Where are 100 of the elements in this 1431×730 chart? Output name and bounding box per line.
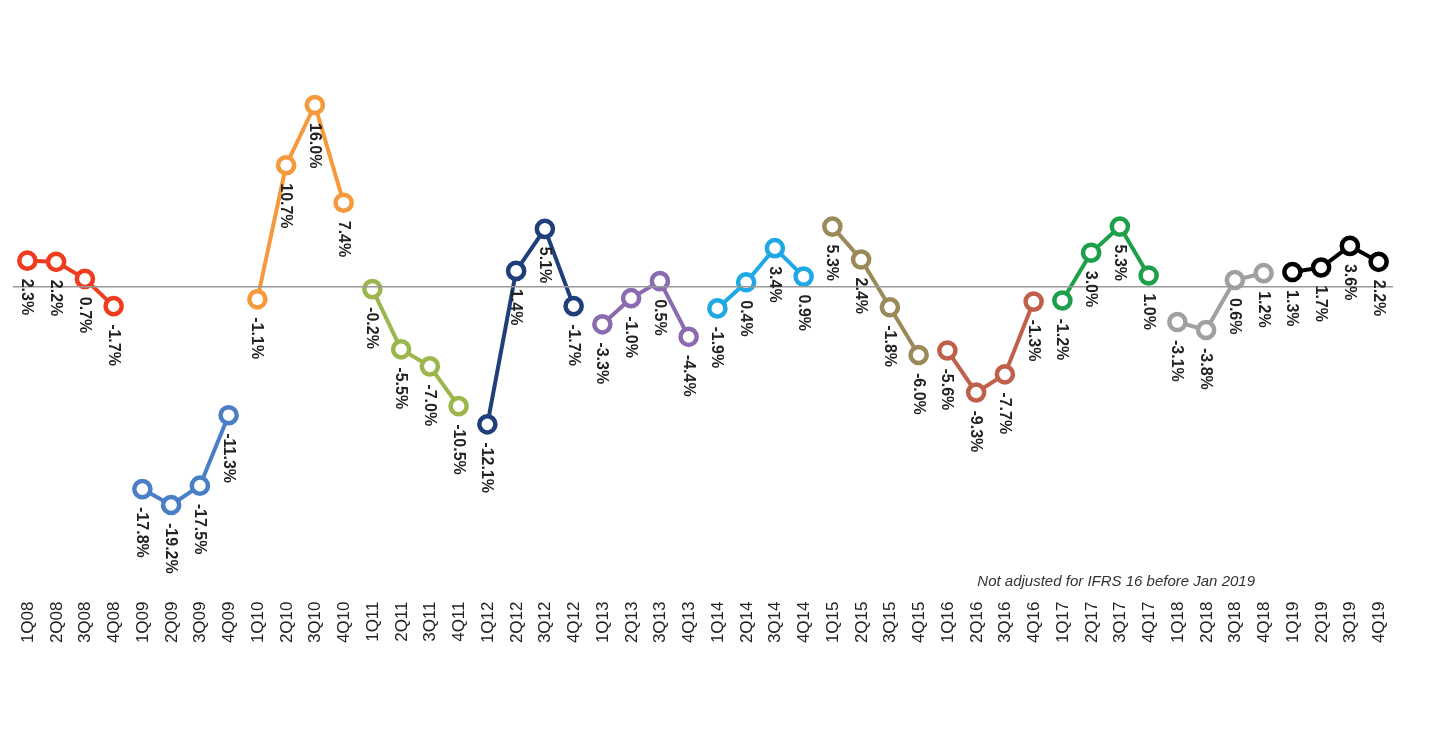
data-label: -17.5% bbox=[191, 503, 209, 555]
x-tick-label: 2Q18 bbox=[1196, 601, 1216, 644]
x-tick-label: 2Q12 bbox=[506, 601, 526, 644]
x-tick-label: 4Q12 bbox=[564, 601, 584, 644]
point bbox=[678, 326, 699, 348]
data-label: -5.6% bbox=[939, 368, 957, 411]
data-label: 2.2% bbox=[1370, 279, 1388, 317]
point bbox=[448, 395, 469, 417]
point bbox=[1282, 261, 1303, 283]
x-tick-label: 4Q18 bbox=[1254, 601, 1274, 644]
point bbox=[333, 192, 354, 214]
x-tick-label: 4Q11 bbox=[449, 601, 469, 642]
data-label: -7.7% bbox=[996, 392, 1014, 435]
point bbox=[822, 216, 843, 237]
point bbox=[1339, 235, 1361, 257]
point bbox=[160, 494, 182, 516]
data-label: -1.2% bbox=[1054, 318, 1072, 361]
x-tick-label: 2Q09 bbox=[161, 601, 181, 644]
point bbox=[764, 237, 786, 259]
data-label: 3.4% bbox=[766, 266, 784, 303]
point bbox=[189, 475, 211, 496]
data-label: -10.5% bbox=[450, 424, 468, 475]
data-label: 10.7% bbox=[278, 183, 296, 229]
x-tick-label: 3Q08 bbox=[75, 601, 95, 644]
point bbox=[45, 251, 67, 273]
point bbox=[1052, 290, 1073, 311]
point bbox=[1080, 242, 1102, 264]
x-tick-label: 1Q13 bbox=[592, 601, 612, 644]
x-tick-label: 2Q17 bbox=[1081, 601, 1101, 644]
x-tick-label: 3Q14 bbox=[765, 601, 785, 644]
data-label: 1.7% bbox=[1313, 285, 1331, 322]
data-label: -1.1% bbox=[249, 317, 267, 360]
x-tick-label: 3Q10 bbox=[305, 601, 325, 644]
x-tick-label: 3Q09 bbox=[190, 601, 210, 644]
x-tick-label: 2Q11 bbox=[391, 601, 411, 642]
point bbox=[965, 382, 987, 403]
point bbox=[908, 344, 929, 366]
point bbox=[419, 356, 441, 377]
x-tick-label: 1Q15 bbox=[822, 601, 842, 644]
data-label: -1.3% bbox=[1025, 319, 1043, 362]
point bbox=[74, 268, 96, 290]
point bbox=[477, 414, 498, 435]
point bbox=[1253, 262, 1274, 284]
data-label: -1.8% bbox=[881, 325, 899, 368]
point bbox=[1167, 311, 1188, 333]
data-label: 1.2% bbox=[1255, 291, 1273, 328]
point bbox=[505, 260, 527, 282]
data-label: -4.4% bbox=[680, 354, 698, 397]
data-label: -11.3% bbox=[220, 433, 238, 484]
data-label: 1.4% bbox=[508, 288, 526, 326]
data-label: 1.3% bbox=[1284, 290, 1302, 327]
x-tick-label: 3Q16 bbox=[995, 601, 1015, 644]
point bbox=[592, 314, 613, 335]
data-label: 0.6% bbox=[1226, 298, 1244, 335]
data-label: -5.5% bbox=[393, 367, 411, 410]
point bbox=[1109, 216, 1131, 237]
data-label: -3.1% bbox=[1169, 340, 1187, 382]
point bbox=[1138, 265, 1159, 286]
x-tick-label: 1Q12 bbox=[477, 601, 497, 644]
data-label: 0.5% bbox=[651, 299, 669, 336]
data-label: 3.0% bbox=[1083, 270, 1101, 308]
point bbox=[304, 94, 326, 116]
x-tick-label: 1Q18 bbox=[1167, 601, 1187, 644]
x-tick-label: 3Q18 bbox=[1225, 601, 1245, 644]
point bbox=[390, 339, 412, 360]
x-tick-label: 2Q08 bbox=[46, 601, 66, 644]
x-tick-label: 2Q10 bbox=[276, 601, 296, 644]
x-tick-label: 3Q17 bbox=[1110, 601, 1130, 644]
x-tick-label: 1Q17 bbox=[1052, 601, 1072, 644]
x-tick-label: 2Q19 bbox=[1311, 601, 1331, 644]
point bbox=[563, 295, 584, 317]
x-tick-label: 4Q15 bbox=[909, 601, 929, 644]
data-label: -17.8% bbox=[134, 507, 152, 558]
x-tick-label: 2Q16 bbox=[966, 601, 986, 644]
data-label: 5.3% bbox=[824, 244, 842, 282]
data-label: -3.3% bbox=[594, 342, 612, 385]
x-tick-label: 4Q09 bbox=[219, 601, 239, 644]
x-tick-label: 4Q14 bbox=[794, 601, 814, 644]
data-label: 1.0% bbox=[1140, 293, 1158, 330]
x-tick-label: 2Q14 bbox=[736, 601, 756, 644]
x-tick-label: 3Q12 bbox=[535, 601, 555, 644]
data-label: 0.4% bbox=[738, 300, 756, 337]
data-label: 7.4% bbox=[335, 220, 353, 258]
data-label: -12.1% bbox=[479, 442, 497, 494]
point bbox=[275, 154, 297, 176]
point bbox=[1195, 319, 1217, 341]
point bbox=[1368, 251, 1389, 273]
point bbox=[1023, 291, 1044, 312]
point bbox=[707, 298, 728, 319]
x-tick-label: 1Q09 bbox=[132, 601, 152, 644]
data-label: -1.0% bbox=[623, 316, 641, 358]
data-label: 3.6% bbox=[1341, 263, 1359, 301]
data-label: -6.0% bbox=[910, 373, 928, 415]
point bbox=[850, 249, 872, 270]
data-label: -1.9% bbox=[709, 326, 727, 369]
x-tick-label: 1Q14 bbox=[707, 601, 727, 644]
x-tick-label: 4Q16 bbox=[1024, 601, 1044, 644]
x-tick-label: 1Q08 bbox=[17, 601, 37, 644]
data-label: -1.7% bbox=[565, 324, 583, 366]
text: Not adjusted for IFRS 16 before Jan 2019 bbox=[977, 572, 1256, 589]
